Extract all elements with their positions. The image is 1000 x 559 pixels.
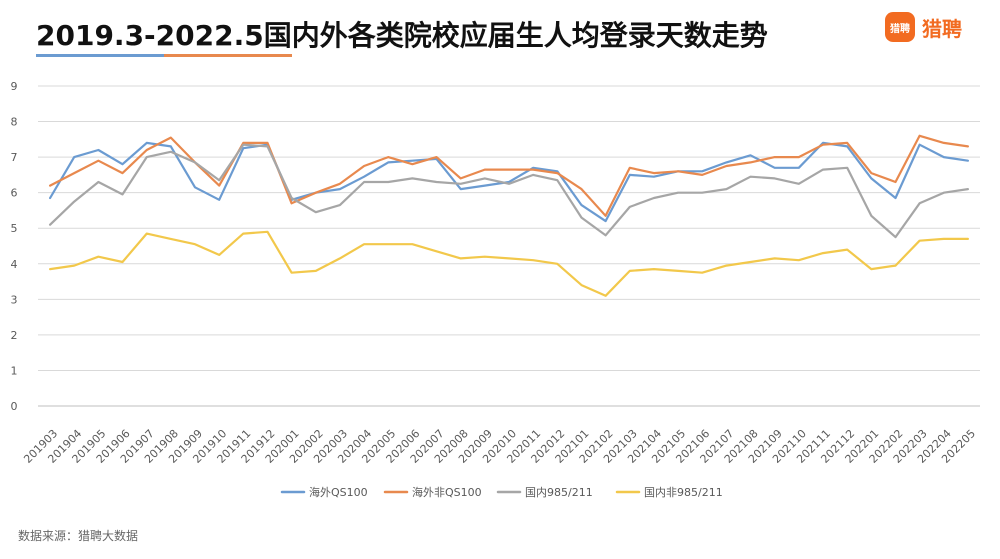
series-line <box>48 141 970 223</box>
legend-item: 国内非985/211 <box>615 485 723 499</box>
chart-title: 2019.3-2022.5国内外各类院校应届生人均登录天数走势 <box>36 19 768 52</box>
title-underline <box>36 54 292 57</box>
gridlines <box>38 85 980 407</box>
y-tick-label: 2 <box>11 329 18 342</box>
y-tick-label: 8 <box>11 116 18 129</box>
y-tick-label: 6 <box>11 187 18 200</box>
line-chart: 0 1 2 3 4 5 6 7 8 9 20190320190420190520190620190… <box>11 80 980 499</box>
legend-item: 海外QS100 <box>280 485 368 499</box>
y-tick-label: 3 <box>11 293 18 306</box>
legend-label: 国内非985/211 <box>644 485 723 499</box>
y-tick-label: 1 <box>11 364 18 377</box>
brand-name: 猎聘 <box>922 16 962 41</box>
data-source-note: 数据来源：猎聘大数据 <box>18 529 139 543</box>
series-lines <box>48 134 970 297</box>
legend-item: 海外非QS100 <box>383 485 482 499</box>
legend-item: 国内985/211 <box>496 485 593 499</box>
y-tick-label: 0 <box>11 400 18 413</box>
x-axis-ticks: 2019032019042019052019062019072019082019… <box>21 427 978 466</box>
series-line <box>48 143 970 239</box>
legend-label: 海外非QS100 <box>412 485 482 499</box>
brand-logo: 猎聘 猎聘 <box>885 10 962 44</box>
y-tick-label: 4 <box>11 258 18 271</box>
series-line <box>48 134 970 217</box>
legend-label: 国内985/211 <box>525 485 593 499</box>
legend: 海外QS100 海外非QS100 国内985/211 国内非985/211 <box>280 485 723 499</box>
title-underline-orange <box>164 54 292 57</box>
y-tick-label: 7 <box>11 151 18 164</box>
y-tick-label: 5 <box>11 222 18 235</box>
title-underline-blue <box>36 54 164 57</box>
liepin-logo-icon: 猎聘 <box>885 12 915 42</box>
legend-label: 海外QS100 <box>309 485 368 499</box>
y-axis-ticks: 0 1 2 3 4 5 6 7 8 9 <box>11 80 18 413</box>
series-line <box>48 230 970 297</box>
y-tick-label: 9 <box>11 80 18 93</box>
